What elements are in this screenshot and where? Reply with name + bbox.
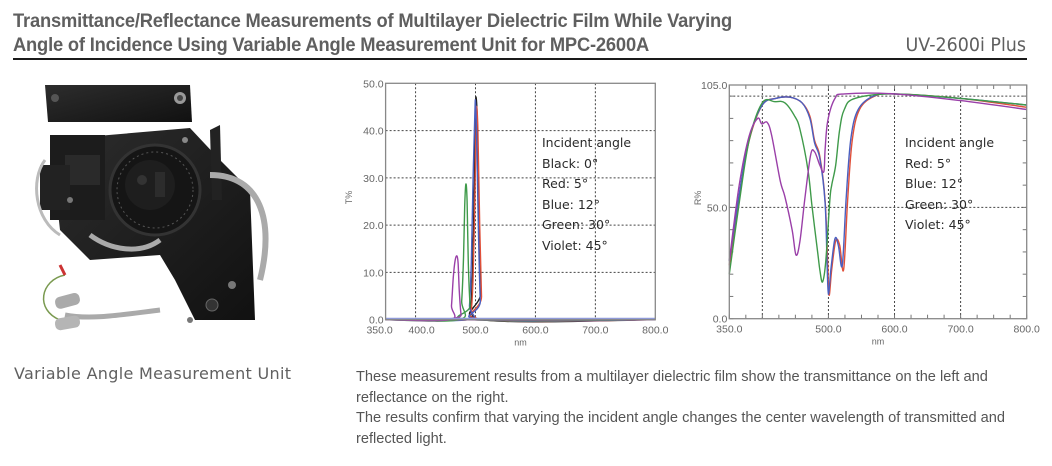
x-tick-label: 700.0 xyxy=(582,325,608,337)
title-divider xyxy=(13,58,1027,60)
series-line xyxy=(728,93,1027,295)
description-paragraph-2: The results confirm that varying the inc… xyxy=(356,410,1005,447)
x-tick-label: 800.0 xyxy=(642,325,668,337)
x-tick-label: 600.0 xyxy=(881,324,907,336)
x-tick-label: 600.0 xyxy=(522,325,548,337)
x-tick-label: 500.0 xyxy=(462,325,488,337)
y-tick-label: 105.0 xyxy=(701,80,727,92)
transmittance-legend: Incident angle Black: 0° Red: 5° Blue: 1… xyxy=(542,133,631,257)
legend-item-red: Red: 5° xyxy=(905,155,952,171)
x-tick-label: 350.0 xyxy=(366,325,392,337)
x-tick-label: 700.0 xyxy=(947,324,973,336)
y-axis-label: T% xyxy=(344,191,354,205)
y-tick-label: 0.0 xyxy=(369,315,384,327)
legend-item-green: Green: 30° xyxy=(542,217,611,233)
reflectance-legend: Incident angle Red: 5° Blue: 12° Green: … xyxy=(905,133,994,236)
y-tick-label: 10.0 xyxy=(363,267,384,279)
y-tick-label: 40.0 xyxy=(363,126,384,138)
legend-item-blue: Blue: 12° xyxy=(905,176,964,192)
transmittance-plot-area: 350.0 400.0 500.0 600.0 700.0 800.0 0.0 10.0 20.… xyxy=(344,78,669,347)
legend-item-green: Green: 30° xyxy=(905,196,974,212)
legend-item-violet: Violet: 45° xyxy=(542,237,608,253)
legend-title: Incident angle xyxy=(905,135,995,150)
reflectance-plot-area: 350.0 500.0 600.0 700.0 800.0 0.0 50.0 105.0 nm R… xyxy=(693,80,1040,347)
plot-frame xyxy=(728,84,1028,320)
y-tick-label: 50.0 xyxy=(707,202,728,214)
photo-caption: Variable Angle Measurement Unit xyxy=(14,364,292,383)
x-tick-label: 500.0 xyxy=(815,324,841,336)
legend-title: Incident angle xyxy=(542,135,632,150)
variable-angle-unit-photo xyxy=(10,80,300,350)
x-tick-label: 800.0 xyxy=(1014,324,1040,336)
legend-item-red: Red: 5° xyxy=(542,176,589,192)
y-tick-label: 0.0 xyxy=(713,314,728,326)
y-tick-label: 50.0 xyxy=(363,78,384,90)
instrument-photo-icon xyxy=(35,85,269,331)
y-tick-label: 20.0 xyxy=(363,220,384,232)
plot-frame xyxy=(384,82,656,321)
x-tick-label: 400.0 xyxy=(408,325,434,337)
model-name: UV-2600i Plus xyxy=(905,34,1026,56)
series-line xyxy=(385,255,656,322)
legend-item-blue: Blue: 12° xyxy=(542,196,601,212)
page-title-line-1: Transmittance/Reflectance Measurements o… xyxy=(13,10,733,32)
legend-item-violet: Violet: 45° xyxy=(905,217,971,233)
description-paragraph-1: These measurement results from a multila… xyxy=(356,369,988,406)
page-title-line-2: Angle of Incidence Using Variable Angle … xyxy=(13,34,649,56)
legend-item-black: Black: 0° xyxy=(542,155,599,171)
series-line xyxy=(728,92,1027,261)
series-line xyxy=(728,93,1027,283)
x-tick-label: 350.0 xyxy=(716,324,742,336)
y-tick-label: 30.0 xyxy=(363,173,384,185)
y-axis-label: R% xyxy=(693,191,703,206)
x-axis-label: nm xyxy=(872,337,885,347)
description: These measurement results from a multila… xyxy=(356,367,1046,449)
x-axis-label: nm xyxy=(514,338,527,348)
